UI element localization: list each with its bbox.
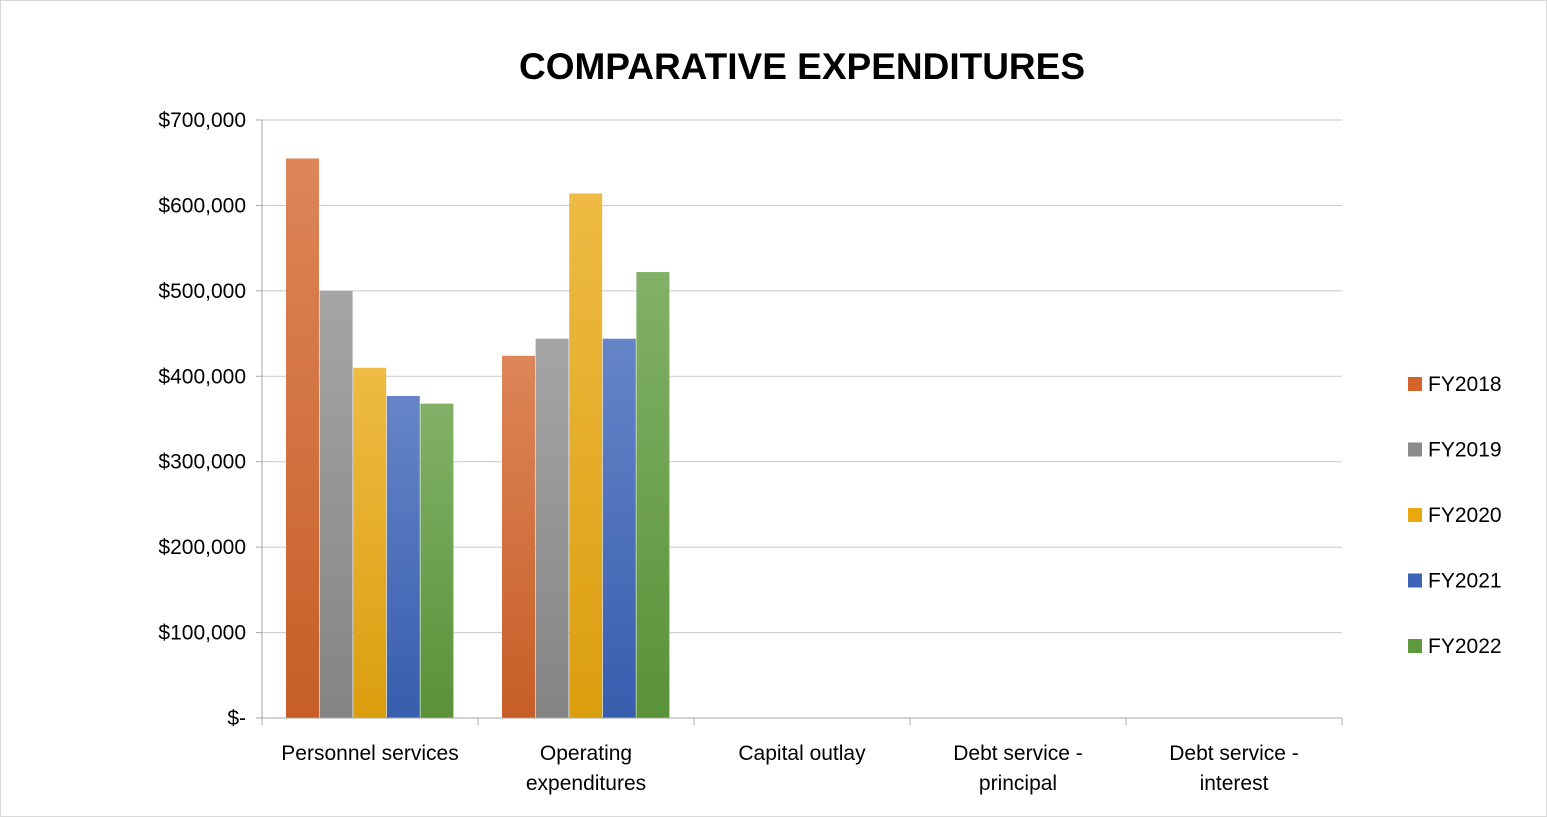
y-tick-label: $700,000 xyxy=(158,109,246,132)
legend-label-fy2020: FY2020 xyxy=(1428,504,1502,527)
bar-fy2021-cat1 xyxy=(602,338,636,718)
legend-swatch-fy2020 xyxy=(1408,508,1422,522)
bar-fy2018-cat0 xyxy=(286,158,319,718)
y-tick-label: $200,000 xyxy=(158,536,246,559)
y-tick-label: $300,000 xyxy=(158,451,246,474)
legend-label-fy2018: FY2018 xyxy=(1428,373,1502,396)
chart-title: COMPARATIVE EXPENDITURES xyxy=(519,46,1085,87)
legend-swatch-fy2021 xyxy=(1408,573,1422,588)
y-tick-label: $500,000 xyxy=(158,280,246,303)
bars xyxy=(286,158,670,718)
bar-fy2018-cat1 xyxy=(502,355,535,718)
legend-swatch-fy2022 xyxy=(1408,639,1422,653)
y-tick-label: $400,000 xyxy=(158,365,246,388)
bar-fy2020-cat0 xyxy=(353,367,387,718)
bar-fy2019-cat1 xyxy=(535,338,569,718)
axes xyxy=(256,119,1343,725)
legend-swatch-fy2018 xyxy=(1408,377,1422,391)
legend-swatch-fy2019 xyxy=(1408,442,1422,457)
x-category-label: Personnel services xyxy=(281,742,458,765)
bar-fy2022-cat0 xyxy=(420,403,454,718)
x-category-label: Capital outlay xyxy=(738,742,866,765)
y-tick-label: $- xyxy=(227,707,246,730)
x-category-label: Debt service -principal xyxy=(953,742,1083,795)
x-category-label: Debt service -interest xyxy=(1169,742,1299,795)
y-tick-label: $100,000 xyxy=(158,622,246,645)
x-category-label: Operating expenditures xyxy=(526,742,646,795)
bar-fy2021-cat0 xyxy=(386,395,420,718)
bar-fy2019-cat0 xyxy=(319,290,353,718)
legend-label-fy2022: FY2022 xyxy=(1428,635,1502,658)
y-axis-ticks: $- $100,000 $200,000 $300,000 $400,000 $500,0… xyxy=(158,109,246,730)
legend: FY2018 FY2019 FY2020 FY2021 FY2022 xyxy=(1408,373,1502,658)
bar-fy2020-cat1 xyxy=(569,193,603,718)
legend-label-fy2019: FY2019 xyxy=(1428,439,1502,462)
x-axis-labels: Personnel services Operating expenditures C… xyxy=(281,742,1298,795)
y-tick-label: $600,000 xyxy=(158,194,246,217)
legend-label-fy2021: FY2021 xyxy=(1428,570,1502,593)
bar-fy2022-cat1 xyxy=(636,272,670,718)
